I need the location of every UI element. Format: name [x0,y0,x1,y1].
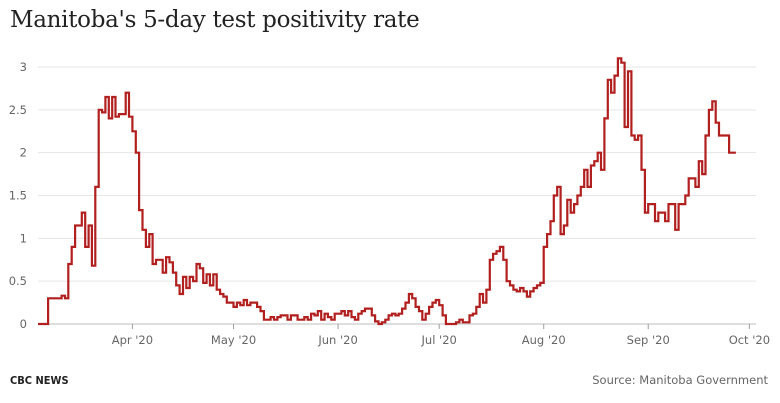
brand-logo-text: CBC NEWS [10,374,69,387]
x-tick-label: Apr '20 [112,333,153,347]
x-tick-label: Aug '20 [522,333,566,347]
y-tick-label: 3 [20,60,27,74]
y-tick-label: 2 [20,146,27,160]
chart-title: Manitoba's 5-day test positivity rate [10,7,420,33]
y-tick-label: 0 [20,317,27,331]
x-tick-label: Oct '20 [729,333,770,347]
gridlines [38,66,756,325]
series-line [38,57,736,326]
y-tick-label: 2.5 [9,103,27,117]
series-line-group [38,57,736,326]
x-tick-label: May '20 [211,333,256,347]
x-tick-label: Jul '20 [421,333,457,347]
source-note: Source: Manitoba Government [592,373,768,387]
y-tick-label: 1.5 [9,189,27,203]
x-tick-label: Jun '20 [317,333,357,347]
y-tick-label: 0.5 [9,274,27,288]
x-tick-label: Sep '20 [627,333,670,347]
axes: 0 0.5 1 1.5 2 2.5 3 Apr '20 May '20 Jun '20 Jul '2… [9,60,770,347]
y-tick-label: 1 [20,231,27,245]
